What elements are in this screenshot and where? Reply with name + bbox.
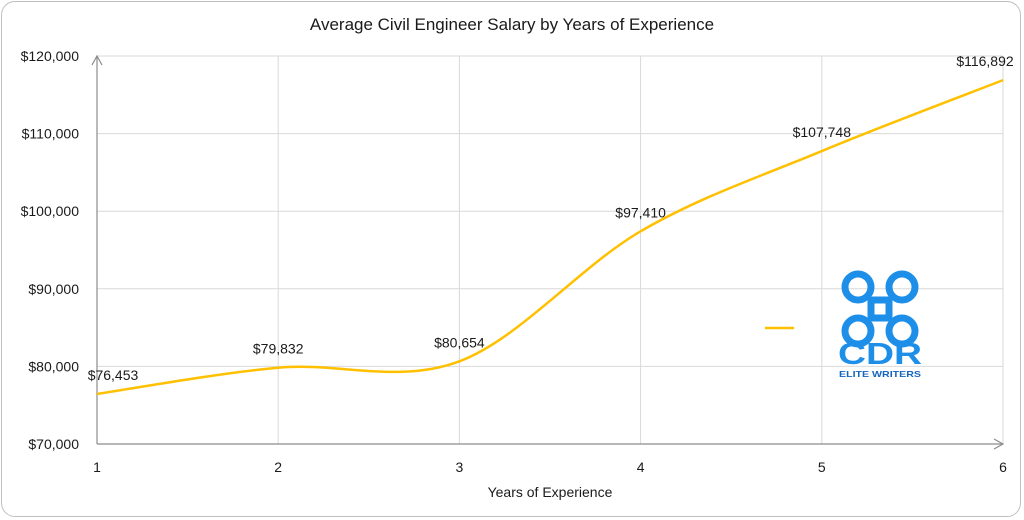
x-tick-labels: 1 2 3 4 5 6 xyxy=(93,459,1007,475)
data-label: $97,410 xyxy=(615,204,666,220)
x-tick-label: 6 xyxy=(999,459,1007,475)
y-axis-arrow xyxy=(91,54,103,66)
logo-text: CDR xyxy=(838,336,922,371)
x-tick-label: 5 xyxy=(818,459,826,475)
x-tick-label: 1 xyxy=(93,459,101,475)
logo-center xyxy=(867,296,893,322)
x-tick-label: 2 xyxy=(274,459,282,475)
x-axis-arrow xyxy=(993,438,1005,450)
gridlines xyxy=(97,55,1004,444)
y-tick-label: $90,000 xyxy=(28,281,79,297)
chart-title: Average Civil Engineer Salary by Years o… xyxy=(310,15,714,34)
axes xyxy=(91,54,1005,450)
series-line xyxy=(96,78,1004,396)
logo-subtext: ELITE WRITERS xyxy=(839,369,921,379)
x-tick-label: 4 xyxy=(637,459,645,475)
data-labels: $76,453 $79,832 $80,654 $97,410 $107,748 $116… xyxy=(88,53,1014,383)
y-tick-label: $80,000 xyxy=(28,358,79,374)
logo-loop xyxy=(885,314,919,348)
logo: CDR ELITE WRITERS xyxy=(838,270,922,379)
logo-loop xyxy=(841,314,875,348)
y-tick-label: $70,000 xyxy=(28,436,79,452)
data-label: $79,832 xyxy=(253,341,304,357)
command-key-icon xyxy=(841,270,919,348)
y-tick-label: $120,000 xyxy=(21,48,80,64)
data-label: $76,453 xyxy=(88,367,139,383)
logo-loop xyxy=(841,270,875,304)
y-tick-label: $100,000 xyxy=(21,203,80,219)
data-label: $116,892 xyxy=(956,53,1014,69)
x-tick-label: 3 xyxy=(456,459,464,475)
x-axis-title: Years of Experience xyxy=(488,484,613,500)
series-group xyxy=(96,78,1004,396)
data-label: $80,654 xyxy=(434,334,485,350)
y-tick-label: $110,000 xyxy=(22,126,80,142)
data-label: $107,748 xyxy=(793,124,852,140)
y-tick-labels: $70,000 $80,000 $90,000 $100,000 $110,000 $12… xyxy=(21,48,80,452)
logo-loop xyxy=(885,270,919,304)
